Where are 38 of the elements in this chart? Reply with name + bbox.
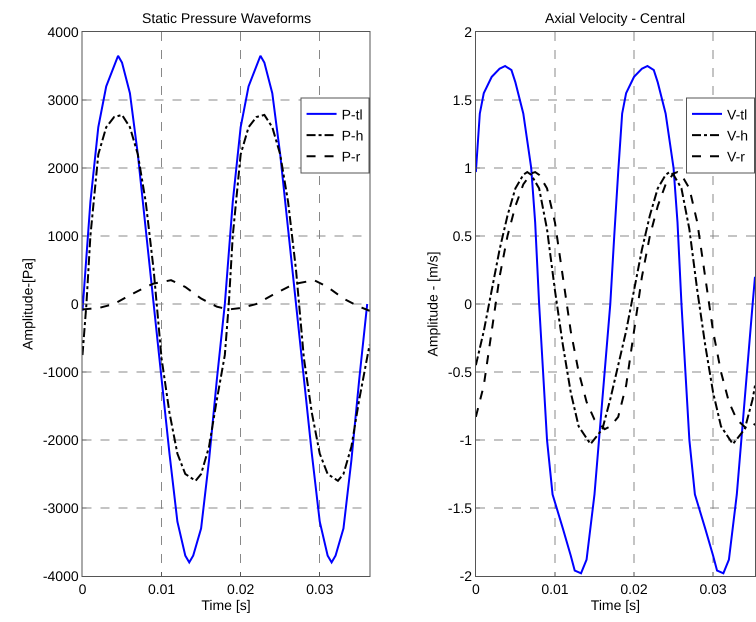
legend-label: V-r — [727, 148, 746, 165]
legend-label: P-h — [342, 128, 364, 144]
y-tick-label: 3000 — [48, 92, 79, 108]
y-tick-label: 1 — [464, 160, 472, 176]
y-tick-label: 2000 — [48, 160, 79, 176]
y-axis-title: Amplitude-[Pa] — [19, 258, 36, 350]
y-tick-label: 4000 — [48, 24, 79, 40]
y-tick-label: 0.5 — [452, 228, 472, 244]
chart-title: Axial Velocity - Central — [545, 10, 686, 26]
x-axis-title: Time [s] — [201, 597, 251, 614]
x-tick-label: 0.02 — [227, 580, 254, 597]
legend-label: P-tl — [342, 106, 363, 122]
chart-title: Static Pressure Waveforms — [142, 10, 312, 26]
y-tick-label: 2 — [464, 24, 472, 40]
y-tick-label: -2 — [460, 568, 472, 584]
y-tick-label: 1.5 — [452, 92, 472, 108]
line-series — [476, 65, 755, 574]
x-tick-label: 0.03 — [306, 580, 334, 597]
y-tick-label: -1000 — [42, 364, 79, 380]
y-tick-label: -3000 — [42, 500, 79, 516]
y-tick-label: -1.5 — [448, 500, 472, 516]
x-tick-label: 0.02 — [620, 580, 648, 597]
x-tick-label: 0.03 — [699, 580, 727, 597]
y-tick-label: 0 — [70, 296, 79, 312]
x-tick-label: 0.01 — [148, 580, 176, 597]
x-tick-label: 0.01 — [541, 580, 569, 597]
y-tick-label: 1000 — [48, 228, 79, 244]
y-axis-title: Amplitude - [m/s] — [424, 251, 441, 357]
y-tick-label: -0.5 — [448, 364, 472, 380]
legend-label: V-tl — [727, 106, 748, 122]
line-series — [82, 54, 368, 564]
legend-label: V-h — [727, 128, 748, 144]
y-tick-label: -4000 — [42, 568, 79, 584]
legend-label: P-r — [342, 148, 361, 165]
y-tick-label: -1 — [460, 432, 472, 448]
x-axis-title: Time [s] — [590, 597, 640, 614]
y-tick-label: -2000 — [42, 432, 79, 448]
y-tick-label: 0 — [464, 296, 472, 312]
